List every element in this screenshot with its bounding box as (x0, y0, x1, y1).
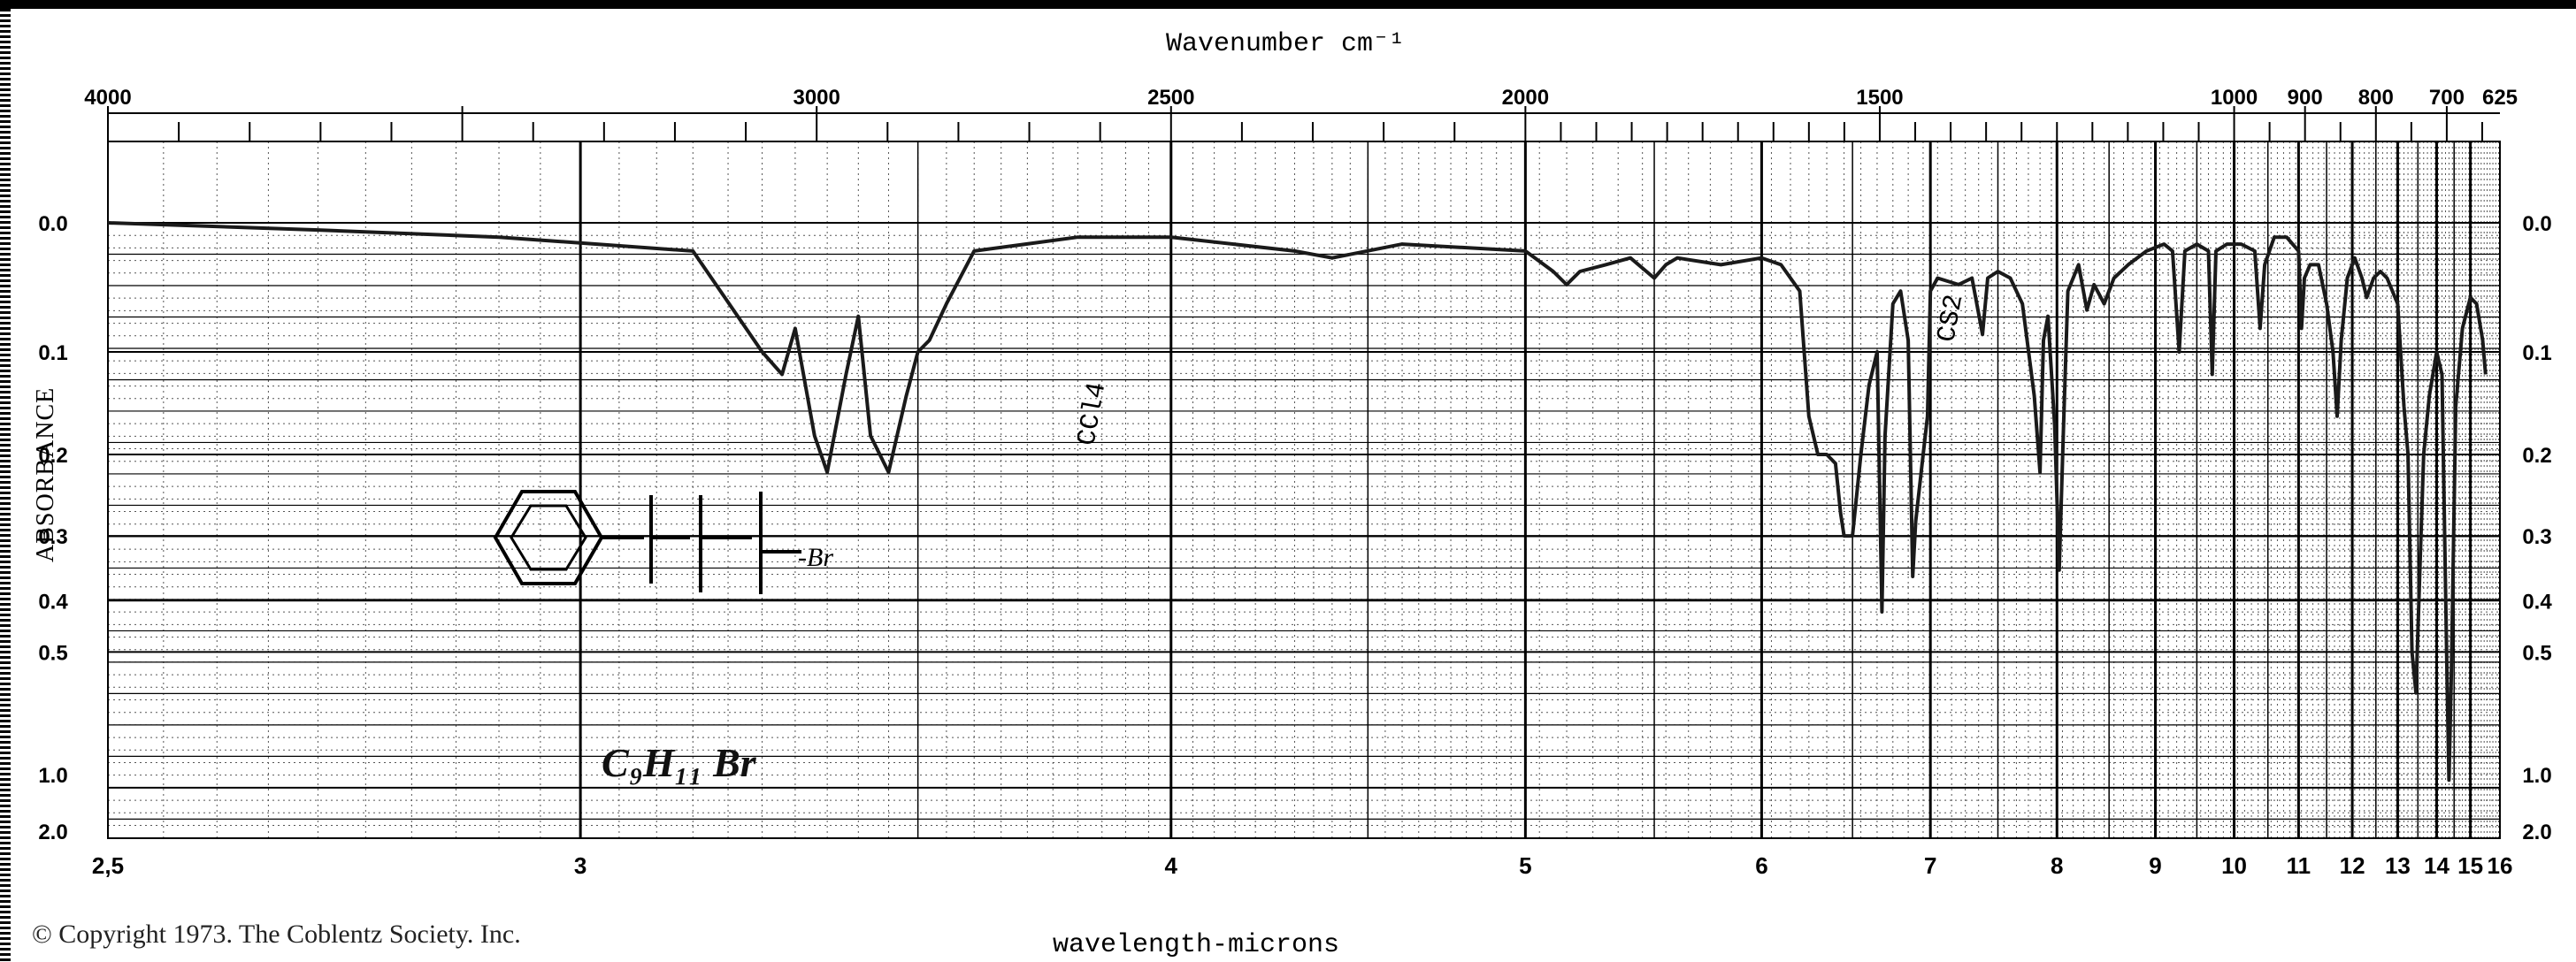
bottom-tick-label: 7 (1924, 852, 1936, 879)
y-tick-label: 0.1 (38, 341, 67, 365)
bottom-tick-label: 5 (1519, 852, 1531, 879)
cs2-annotation: CS2 (1932, 293, 1970, 345)
bottom-tick-label: 6 (1755, 852, 1767, 879)
svg-text:-Br: -Br (798, 543, 833, 572)
copyright-notice: © Copyright 1973. The Coblentz Society. … (32, 920, 521, 949)
top-tick-label: 3000 (793, 86, 840, 110)
bottom-tick-label: 8 (2051, 852, 2063, 879)
y-tick-label: 0.5 (38, 641, 67, 665)
x-axis-title: wavelength-microns (1053, 930, 1340, 960)
bottom-tick-label: 3 (574, 852, 586, 879)
bottom-tick-label: 16 (2488, 852, 2513, 879)
major-grid (108, 141, 2500, 838)
bottom-tick-label: 4 (1165, 852, 1178, 879)
top-tick-label: 2000 (1502, 86, 1549, 110)
bottom-tick-labels: 2,5 3 4 5 6 7 8 9 10 11 12 13 14 15 16 (92, 852, 2513, 879)
y-tick-label: 0.4 (2522, 590, 2552, 614)
y-tick-label: 1.0 (38, 764, 67, 788)
bottom-tick-label: 12 (2340, 852, 2365, 879)
y-tick-label: 0.5 (2522, 641, 2551, 665)
top-tick-label: 2500 (1147, 86, 1194, 110)
y-tick-label: 2.0 (2522, 821, 2551, 844)
y-tick-label: 0.2 (2522, 444, 2551, 468)
y-tick-label: 0.1 (2522, 341, 2551, 365)
bottom-tick-label: 2,5 (92, 852, 124, 879)
top-tick-label: 700 (2429, 86, 2465, 110)
y-tick-label: 0.4 (38, 590, 68, 614)
y-tick-label: 0.0 (38, 212, 67, 236)
formula-sketch: C₉H₁₁ Br (602, 740, 757, 785)
y-tick-labels: 0.0 0.0 0.1 0.1 0.2 0.2 0.3 0.3 0.4 0.4 0.5 0.5 1.0 1… (38, 212, 2552, 844)
bottom-tick-label: 13 (2385, 852, 2411, 879)
y-axis-title: ABSORBANCE (32, 386, 59, 562)
plot-border (107, 141, 2501, 839)
y-tick-label: 0.2 (38, 444, 67, 468)
svg-text:CCl4: CCl4 (1072, 380, 1113, 448)
top-tick-label: 800 (2358, 86, 2394, 110)
left-edge-strip (0, 9, 11, 962)
bottom-tick-label: 15 (2457, 852, 2483, 879)
top-axis-title: Wavenumber cm⁻¹ (1166, 29, 1406, 59)
svg-text:C₉H₁₁ Br: C₉H₁₁ Br (602, 740, 757, 785)
y-tick-label: 0.3 (38, 525, 67, 549)
bottom-tick-label: 11 (2287, 852, 2312, 879)
minor-grid (107, 141, 2500, 839)
top-ruler (107, 106, 2500, 141)
y-tick-label: 0.3 (2522, 525, 2551, 549)
y-tick-label: 1.0 (2522, 764, 2551, 788)
top-tick-label: 1500 (1856, 86, 1903, 110)
top-tick-label: 900 (2288, 86, 2323, 110)
top-tick-label: 1000 (2211, 86, 2258, 110)
bottom-tick-label: 9 (2149, 852, 2161, 879)
top-tick-label: 4000 (84, 86, 131, 110)
top-tick-label: 625 (2482, 86, 2518, 110)
ccl4-annotation: CCl4 (1072, 380, 1113, 448)
bottom-tick-label: 14 (2424, 852, 2450, 879)
y-tick-label: 0.0 (2522, 212, 2551, 236)
y-tick-label: 2.0 (38, 821, 67, 844)
top-tick-labels: 4000 3000 2500 2000 1500 1000 900 800 700 625 (84, 86, 2518, 110)
structure-sketch: -Br (493, 490, 833, 594)
svg-text:CS2: CS2 (1932, 293, 1970, 345)
spectrum-line (107, 221, 2488, 783)
top-border (0, 0, 2576, 9)
bottom-tick-label: 10 (2221, 852, 2247, 879)
